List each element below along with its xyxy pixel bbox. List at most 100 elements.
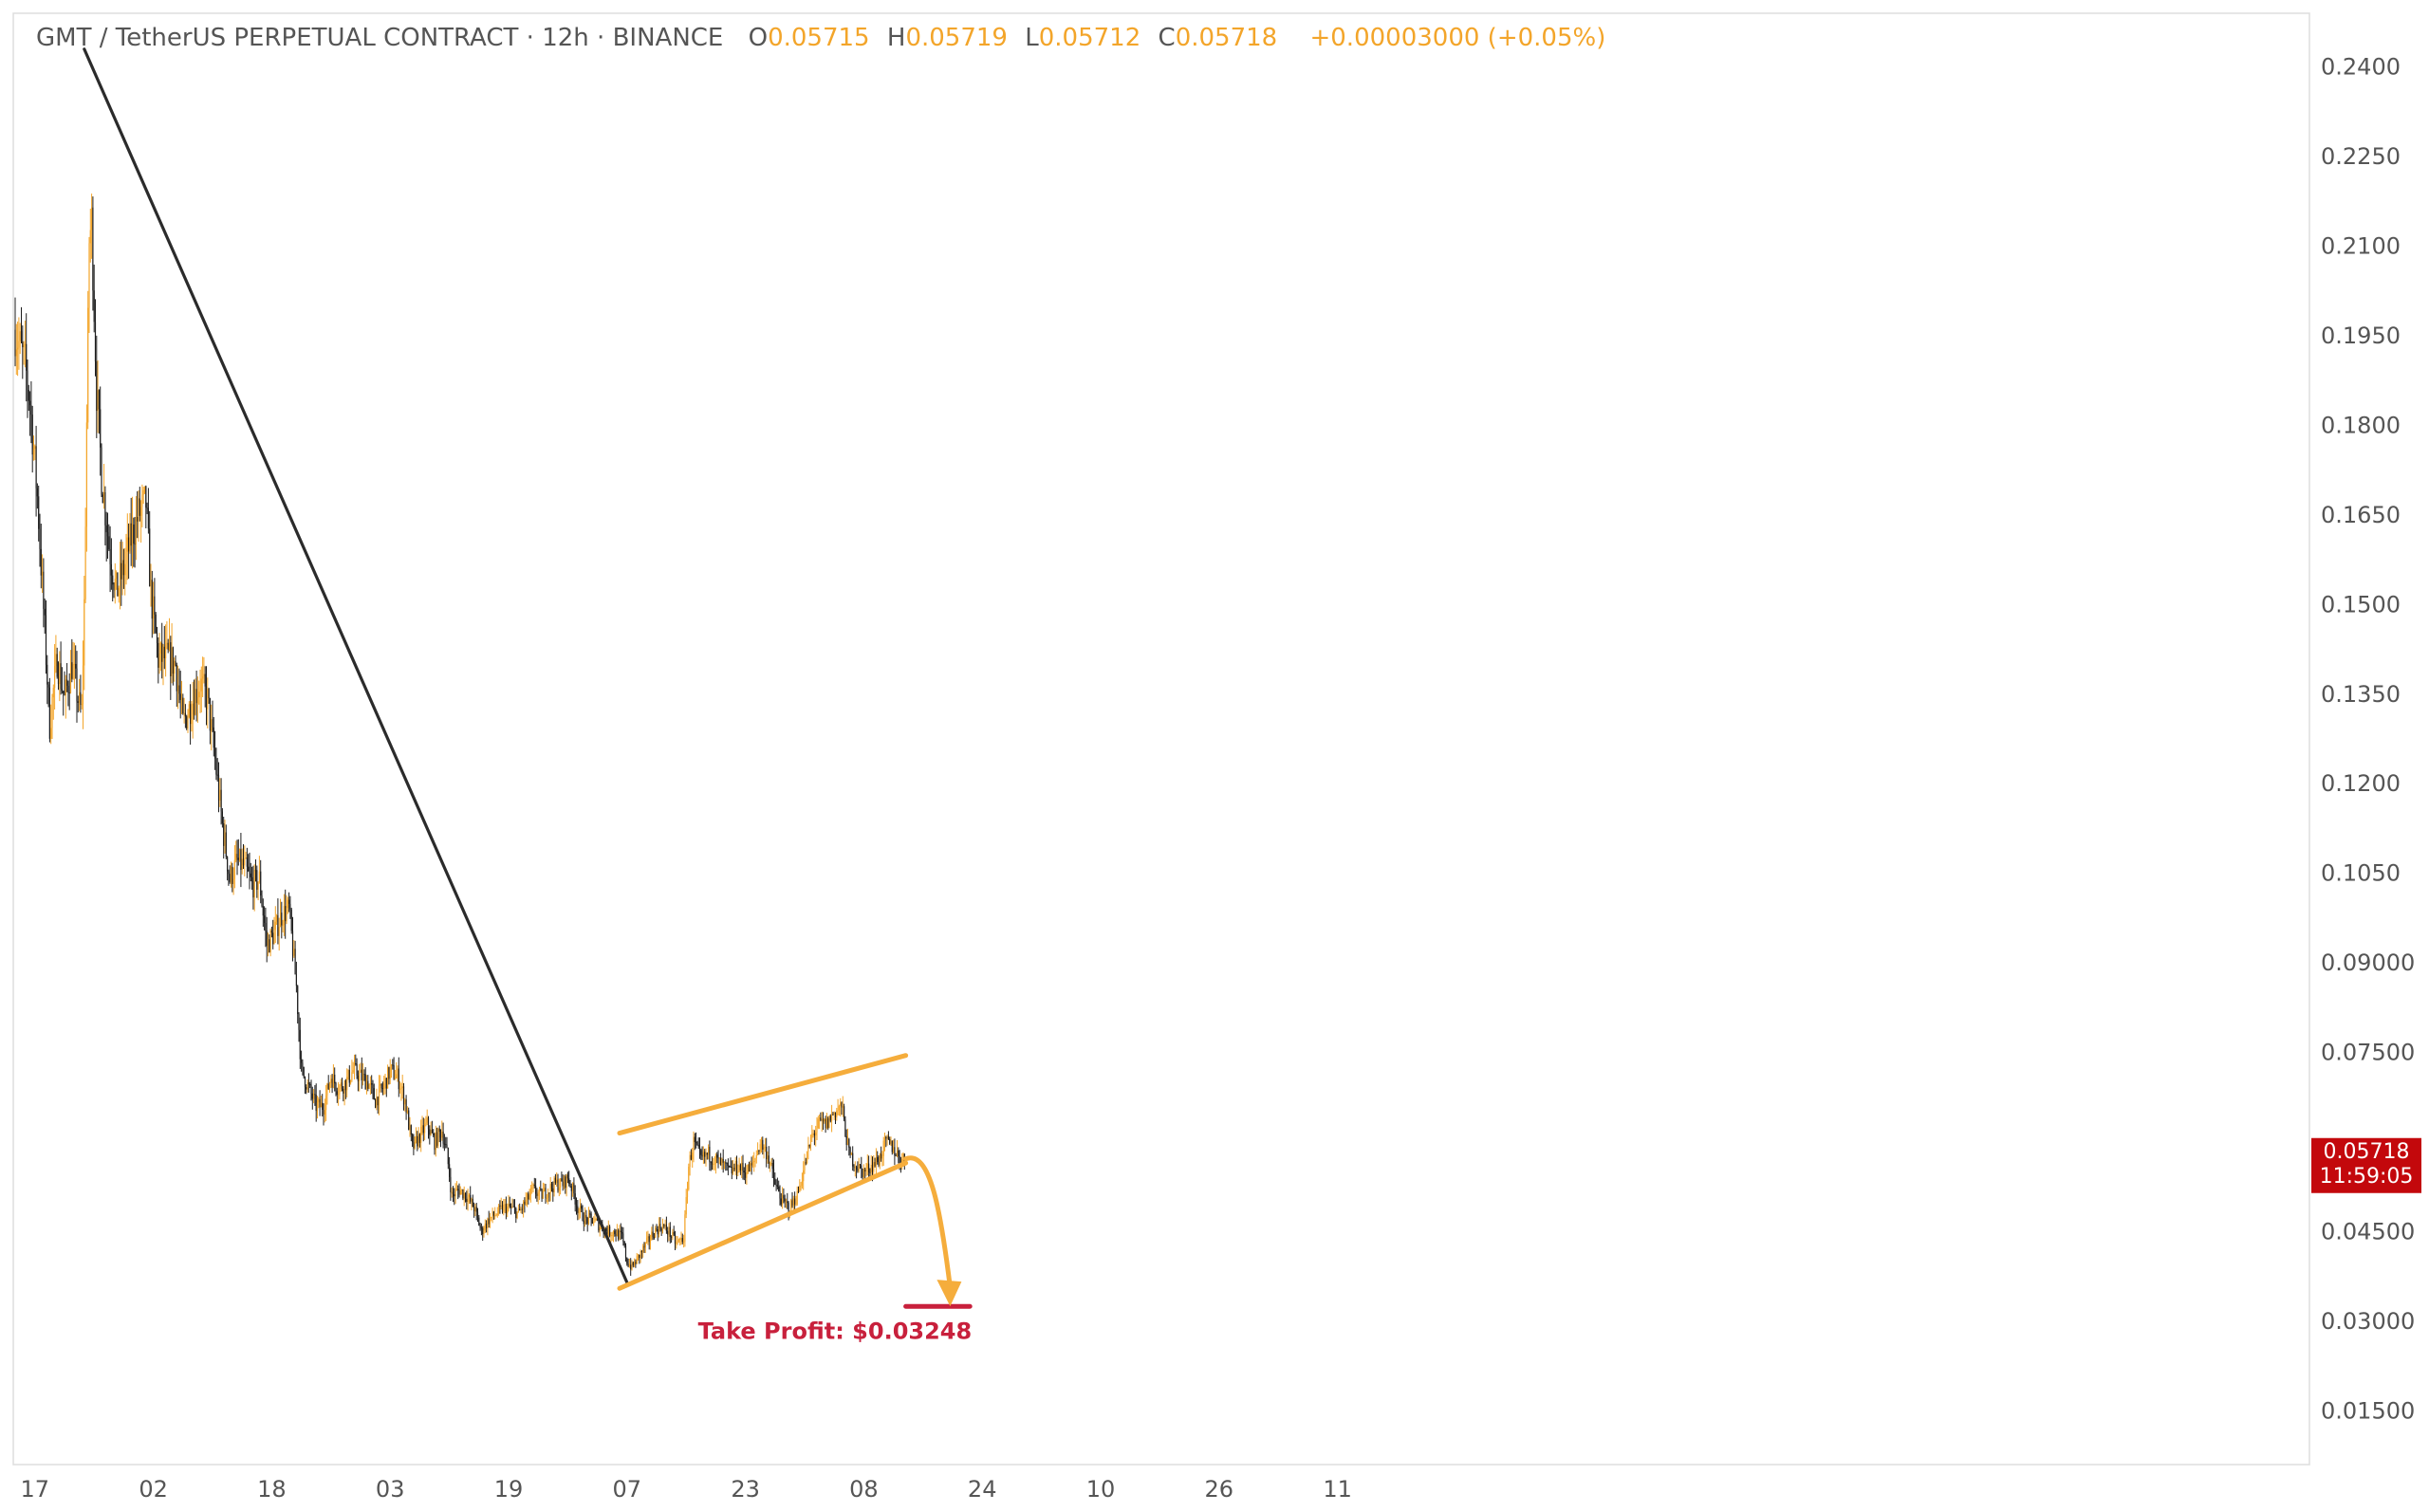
candle-body <box>165 644 167 658</box>
candle-body <box>364 1074 366 1090</box>
candle-body <box>853 1166 855 1169</box>
open-label: O <box>749 24 768 52</box>
candle-body <box>256 870 258 890</box>
candle-body <box>572 1183 574 1191</box>
time-axis[interactable]: 17 02 18 03 19 07 23 08 24 10 26 11 <box>21 1476 1352 1503</box>
candle-body <box>30 404 32 415</box>
candle-body <box>864 1169 866 1172</box>
candle-body <box>692 1152 694 1160</box>
candle-body <box>644 1242 646 1248</box>
candle-body <box>866 1163 868 1169</box>
candle-body <box>722 1159 724 1163</box>
candle-body <box>616 1229 618 1237</box>
candle-body <box>81 704 83 706</box>
candle-body <box>643 1245 645 1248</box>
candle-body <box>83 599 85 666</box>
candle-body <box>113 584 115 591</box>
candle-body <box>824 1118 825 1122</box>
candle-body <box>685 1197 687 1215</box>
candle-body <box>410 1125 412 1135</box>
candle-body <box>241 858 243 871</box>
candle-body <box>445 1144 447 1146</box>
candle-body <box>54 666 56 689</box>
candle-body <box>837 1110 839 1112</box>
candle-body <box>877 1157 879 1163</box>
price-tick-label: 0.1950 <box>2321 323 2401 349</box>
candle-body <box>570 1186 572 1191</box>
candle-body <box>105 525 107 533</box>
forecast-arrow-path <box>903 1155 953 1290</box>
candle-body <box>69 662 72 693</box>
candle-body <box>315 1095 317 1112</box>
candle-body <box>427 1117 430 1130</box>
candle-body <box>285 906 287 922</box>
candle-body <box>790 1200 792 1213</box>
candle-body <box>48 687 50 739</box>
candle-body <box>726 1162 728 1164</box>
last-price-tag[interactable]: 0.05718 11:59:05 <box>2311 1137 2421 1193</box>
candle-body <box>64 693 65 695</box>
candle-body <box>521 1208 523 1210</box>
price-axis[interactable]: 0.2400 0.2250 0.2100 0.1950 0.1800 0.1650 0.15… <box>2321 54 2415 1425</box>
candle-body <box>523 1201 525 1210</box>
candle-body <box>733 1167 735 1171</box>
candle-body <box>28 390 29 401</box>
candle-body <box>615 1233 617 1237</box>
candle-body <box>359 1072 361 1081</box>
candle-body <box>84 526 86 599</box>
price-tick-label: 0.1500 <box>2321 591 2401 618</box>
candle-body <box>799 1186 801 1192</box>
candle-body <box>430 1130 432 1135</box>
candle-body <box>116 572 118 579</box>
candle-body <box>825 1118 826 1129</box>
candle-body <box>594 1219 596 1223</box>
candle-body <box>228 871 230 875</box>
candle-body <box>501 1205 504 1212</box>
candle-body <box>253 870 255 898</box>
candle-body <box>404 1099 406 1105</box>
high-label: H <box>887 24 906 52</box>
candle-body <box>718 1157 720 1159</box>
take-profit-label[interactable]: Take Profit: $0.03248 <box>698 1318 973 1344</box>
candle-body <box>517 1208 519 1212</box>
candle-body <box>51 697 53 728</box>
price-tick-label: 0.01500 <box>2321 1397 2415 1424</box>
candle-body <box>792 1198 794 1206</box>
candle-body <box>155 614 157 633</box>
candle-body <box>796 1190 798 1205</box>
candle-body <box>443 1143 445 1145</box>
candle-body <box>373 1088 375 1100</box>
candle-body <box>711 1162 714 1165</box>
candle-body <box>565 1176 566 1189</box>
candle-body <box>392 1064 394 1066</box>
candle-body <box>104 492 106 526</box>
candle-body <box>168 642 171 651</box>
candle-body <box>573 1183 575 1194</box>
candle-body <box>331 1079 333 1088</box>
candle-body <box>684 1214 686 1242</box>
candle-body <box>665 1224 667 1231</box>
candle-body <box>237 857 239 860</box>
candle-body <box>429 1129 431 1135</box>
price-tick-label: 0.1650 <box>2321 502 2401 528</box>
candle-body <box>278 927 280 936</box>
drawings-layer <box>83 47 973 1309</box>
candle-body <box>455 1189 457 1190</box>
candle-body <box>664 1224 666 1226</box>
candle-body <box>449 1164 451 1177</box>
candle-body <box>352 1070 354 1073</box>
candle-body <box>816 1128 818 1133</box>
candle-body <box>516 1211 518 1219</box>
candle-body <box>533 1184 535 1187</box>
candle-body <box>750 1163 751 1172</box>
candle-body <box>291 931 294 956</box>
candle-body <box>200 678 202 691</box>
candle-body <box>794 1198 796 1205</box>
candle-body <box>180 697 183 700</box>
candle-body <box>441 1131 443 1138</box>
time-tick-label: 18 <box>257 1476 287 1503</box>
candle-body <box>209 698 211 731</box>
candle-body <box>577 1206 579 1213</box>
candle-body <box>360 1069 362 1073</box>
